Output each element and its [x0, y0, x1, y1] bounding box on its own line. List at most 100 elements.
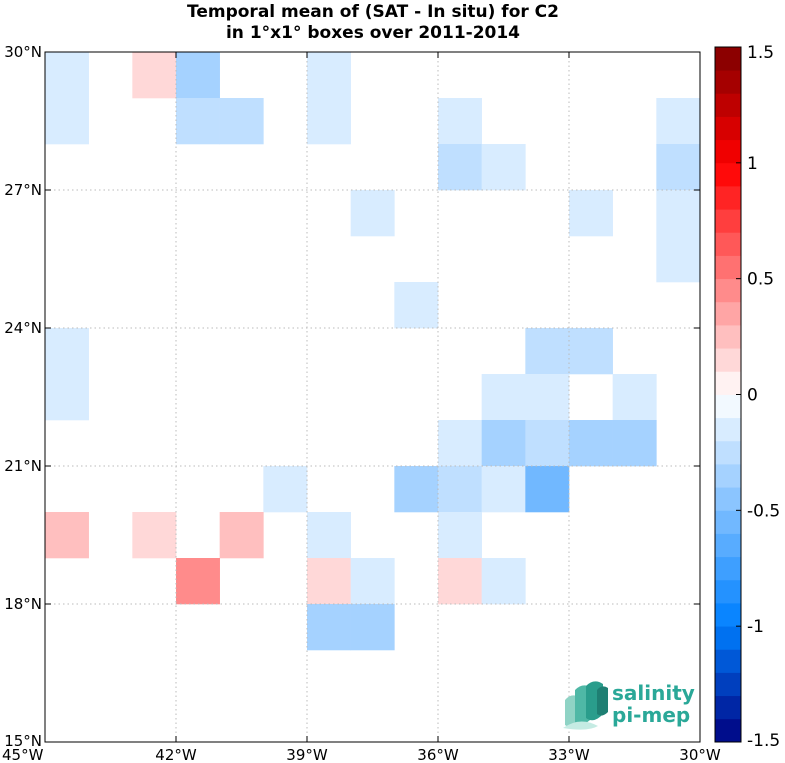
- y-tick-label: 21°N: [4, 457, 42, 475]
- colorbar-tick-label: 0: [747, 386, 758, 406]
- heatmap-cell: [176, 98, 220, 145]
- heatmap-cell: [350, 190, 395, 237]
- heatmap-cell: [612, 374, 657, 421]
- chart-title-line2: in 1°x1° boxes over 2011-2014: [226, 23, 520, 43]
- heatmap-cell: [394, 282, 439, 329]
- heatmap-cell: [219, 512, 264, 559]
- colorbar-band: [715, 348, 741, 372]
- colorbar-band: [715, 47, 741, 71]
- heatmap-cell: [612, 420, 657, 467]
- colorbar-band: [715, 649, 741, 673]
- colorbar-band: [715, 278, 741, 303]
- heatmap-cell: [525, 328, 570, 375]
- colorbar-ticks: 1.5 1 0.5 0 -0.5 -1 -1.5: [736, 43, 780, 751]
- heatmap-cell: [350, 604, 395, 651]
- heatmap-cell: [132, 52, 177, 99]
- heatmap-cell: [307, 512, 351, 559]
- y-tick-label: 24°N: [4, 319, 42, 337]
- chart-title-line1: Temporal mean of (SAT - In situ) for C2: [187, 2, 559, 22]
- heatmap-cell: [350, 558, 395, 605]
- heatmap-cell: [525, 466, 570, 513]
- heatmap-cell: [656, 190, 701, 237]
- y-tick-label: 18°N: [4, 595, 42, 613]
- heatmap-cell: [219, 98, 264, 145]
- heatmap-cell: [438, 466, 482, 513]
- heatmap-cell: [656, 98, 701, 145]
- salinity-pimep-logo: salinity pi-mep: [563, 681, 695, 730]
- heatmap-cell: [569, 420, 613, 467]
- colorbar-band: [715, 487, 741, 511]
- colorbar-band: [715, 556, 741, 581]
- heatmap-cell: [656, 144, 701, 191]
- heatmap-cell: [45, 52, 89, 99]
- plot-area: 45°W 42°W 39°W 36°W 33°W 30°W 30°N 27°N 24°N 21°…: [2, 43, 721, 763]
- colorbar-band: [715, 533, 741, 558]
- colorbar-tick-label: -1: [747, 617, 764, 637]
- y-tick-label: 15°N: [4, 732, 42, 750]
- colorbar-band: [715, 626, 741, 650]
- heatmap-cell: [176, 558, 220, 605]
- heatmap-cell: [263, 466, 308, 513]
- colorbar-band: [715, 579, 741, 604]
- colorbar-band: [715, 440, 741, 465]
- colorbar-band: [715, 116, 741, 141]
- heatmap-cell: [45, 374, 89, 421]
- heatmap-cell: [438, 558, 482, 605]
- x-tick-label: 39°W: [286, 746, 328, 763]
- logo-wave-icon: [563, 681, 608, 730]
- colorbar-band: [715, 603, 741, 627]
- logo-line2: pi-mep: [612, 703, 690, 727]
- x-tick-label: 42°W: [155, 746, 197, 763]
- colorbar-band: [715, 394, 741, 419]
- colorbar-tick-label: -1.5: [747, 731, 780, 751]
- heatmap-cell: [569, 328, 613, 375]
- colorbar-band: [715, 672, 741, 697]
- x-tick-label: 33°W: [548, 746, 590, 763]
- colorbar-band: [715, 232, 741, 256]
- heatmap-cell: [307, 604, 351, 651]
- heatmap-cell: [656, 236, 701, 283]
- colorbar-band: [715, 139, 741, 164]
- colorbar-band: [715, 718, 741, 743]
- colorbar-band: [715, 510, 741, 534]
- colorbar: 1.5 1 0.5 0 -0.5 -1 -1.5: [714, 43, 780, 751]
- x-tick-label: 45°W: [2, 746, 44, 763]
- heatmap-cell: [525, 420, 570, 467]
- heatmap-cell: [569, 190, 613, 237]
- heatmap-cell: [525, 374, 570, 421]
- colorbar-band: [715, 371, 741, 395]
- heatmap-cell: [481, 558, 526, 605]
- colorbar-band: [715, 162, 741, 187]
- logo-line1: salinity: [612, 681, 695, 705]
- colorbar-band: [715, 464, 741, 488]
- heatmap-cell: [481, 420, 526, 467]
- heatmap-cell: [307, 98, 351, 145]
- plot-frame: [44, 51, 701, 743]
- heatmap-cell: [307, 558, 351, 605]
- heatmap-cell: [481, 144, 526, 191]
- heatmap-cell: [45, 512, 89, 559]
- heatmap-cell: [438, 98, 482, 145]
- colorbar-tick-label: -0.5: [747, 501, 780, 521]
- heatmap-cell: [481, 466, 526, 513]
- heatmap-cell: [481, 374, 526, 421]
- heatmap-cell: [438, 144, 482, 191]
- colorbar-tick-label: 0.5: [747, 270, 774, 290]
- heatmap-cell: [132, 512, 177, 559]
- x-tick-label: 36°W: [417, 746, 459, 763]
- heatmap-cells: [45, 52, 701, 651]
- colorbar-tick-label: 1.5: [747, 43, 774, 63]
- colorbar-tick-label: 1: [747, 154, 758, 174]
- heatmap-cell: [394, 466, 439, 513]
- colorbar-band: [715, 255, 741, 280]
- colorbar-band: [715, 301, 741, 326]
- colorbar-band: [715, 695, 741, 720]
- heatmap-cell: [307, 52, 351, 99]
- y-tick-label: 30°N: [4, 43, 42, 61]
- colorbar-band: [715, 417, 741, 442]
- colorbar-band: [715, 70, 741, 94]
- y-tick-label: 27°N: [4, 181, 42, 199]
- colorbar-bands: [715, 47, 741, 743]
- heatmap-cell: [438, 512, 482, 559]
- colorbar-band: [715, 186, 741, 210]
